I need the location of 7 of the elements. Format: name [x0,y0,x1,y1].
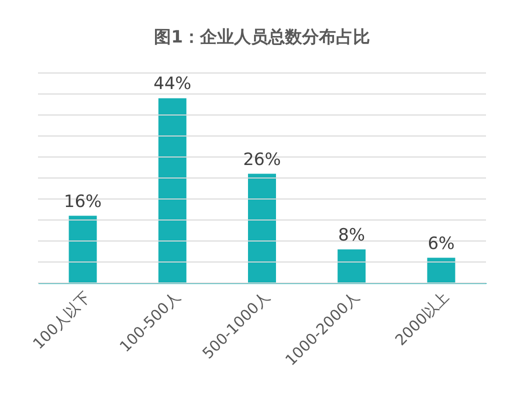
data-label: 8% [338,225,366,246]
data-label: 16% [64,192,102,212]
data-label: 44% [154,74,192,94]
x-tick-label: 100人以下 [29,288,94,353]
data-label: 26% [243,150,281,170]
data-label: 6% [428,234,455,254]
chart-title: 图1：企业人员总数分布占比 [154,28,370,48]
